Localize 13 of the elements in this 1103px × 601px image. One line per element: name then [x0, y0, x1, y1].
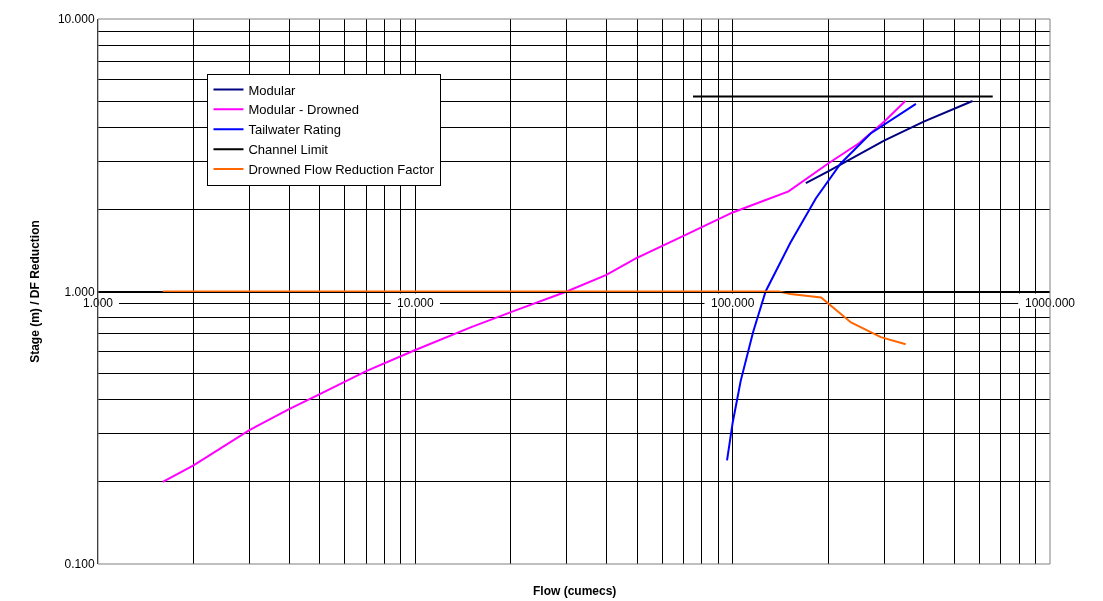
legend-label: Modular - Drowned — [248, 102, 360, 118]
legend-label: Tailwater Rating — [248, 122, 341, 138]
y-axis-title: Stage (m) / DF Reduction — [28, 220, 43, 363]
y-tick-label: 0.100 — [64, 557, 95, 572]
x-tick-label: 10.000 — [396, 295, 435, 310]
legend-label: Channel Limit — [248, 142, 329, 158]
legend-label: Modular — [248, 82, 297, 98]
x-tick-label: 1000.000 — [1024, 295, 1076, 310]
x-tick-label: 100.000 — [710, 295, 755, 310]
legend-label: Drowned Flow Reduction Factor — [248, 162, 435, 178]
y-tick-label: 10.000 — [57, 12, 95, 27]
x-axis-title: Flow (cumecs) — [533, 584, 617, 598]
y-tick-label: 1.000 — [64, 284, 95, 299]
